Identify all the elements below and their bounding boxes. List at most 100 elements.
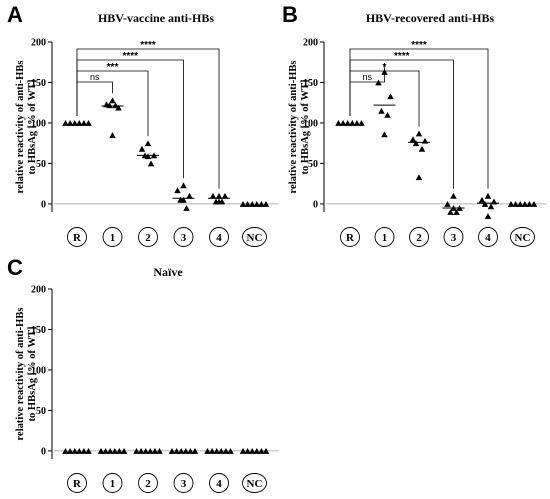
data-point (353, 120, 361, 126)
data-point (526, 200, 533, 207)
category-label-3: 3 (181, 232, 187, 244)
category-label-1: 1 (382, 232, 388, 244)
significance-bracket (76, 70, 149, 137)
data-point (183, 205, 190, 211)
panel-title: Naïve (153, 265, 183, 279)
data-point (415, 130, 423, 137)
category-circle (102, 473, 123, 493)
significance-label: ns (362, 72, 372, 82)
significance-label: **** (394, 51, 410, 62)
data-point (453, 209, 460, 215)
data-point (215, 198, 223, 205)
panel-c: C Naïve relative reactivity of anti-HBsto … (7, 255, 279, 493)
data-point (222, 447, 230, 454)
y-axis-label: relative reactivity of anti-HBsto HBsAg … (288, 61, 311, 194)
data-point (450, 192, 457, 199)
data-point (156, 447, 163, 454)
y-tick-label: 200 (31, 285, 46, 296)
significance-bracket (76, 81, 113, 116)
data-point (248, 200, 256, 207)
data-point (378, 107, 385, 114)
data-point (507, 200, 515, 207)
y-axis-label-line: relative reactivity of anti-HBs (15, 61, 26, 194)
y-tick-label: 100 (31, 365, 46, 376)
category-circle (374, 227, 395, 247)
data-point (415, 174, 423, 181)
data-point (109, 97, 116, 104)
significance-bracket (349, 48, 489, 189)
data-point (412, 140, 420, 147)
category-circle (67, 473, 87, 493)
category-label-4: 4 (485, 232, 491, 244)
significance-label: * (383, 62, 387, 73)
category-circle (102, 227, 123, 247)
category-label-r: R (73, 232, 82, 244)
panel-a: A HBV-vaccine anti-HBs relative reactivity… (7, 2, 279, 247)
data-point (344, 120, 351, 126)
y-axis-label-line: relative reactivity of anti-HBs (15, 308, 26, 441)
data-point (144, 153, 152, 160)
data-point (102, 447, 109, 454)
y-tick-label: 100 (31, 118, 46, 129)
significance-bracket (76, 48, 220, 189)
panel-letter: B (282, 2, 298, 27)
data-point (339, 120, 347, 126)
y-tick-label: 200 (303, 38, 318, 49)
data-point (487, 203, 495, 210)
category-label-3: 3 (451, 232, 457, 244)
data-point (521, 200, 529, 207)
data-point (147, 160, 155, 167)
y-axis-label-line: to HBsAg [% of WT] (27, 80, 38, 175)
category-label-1: 1 (110, 478, 116, 490)
y-tick-label: 50 (36, 406, 46, 417)
category-label-r: R (73, 478, 82, 490)
y-tick-label: 150 (31, 78, 46, 89)
y-tick-label: 0 (41, 446, 46, 457)
category-label-1: 1 (110, 232, 116, 244)
data-point (76, 447, 83, 454)
y-tick-label: 150 (31, 325, 46, 336)
significance-label: ns (90, 72, 100, 82)
data-point (71, 120, 78, 126)
category-label-3: 3 (181, 478, 187, 490)
data-point (208, 447, 216, 454)
data-point (384, 111, 391, 118)
data-point (349, 120, 356, 126)
data-point (62, 120, 69, 126)
panel-letter: A (7, 2, 23, 27)
category-label-4: 4 (216, 232, 222, 244)
significance-label: *** (107, 62, 119, 73)
category-label-nc: NC (247, 232, 263, 244)
data-point (120, 447, 128, 454)
data-point (239, 200, 247, 207)
panel-letter: C (7, 255, 23, 280)
category-label-2: 2 (145, 232, 151, 244)
category-circle (138, 227, 158, 247)
data-point (213, 447, 220, 454)
category-circle (242, 473, 267, 493)
data-point (484, 213, 492, 219)
category-circle (173, 227, 194, 247)
category-label-4: 4 (216, 478, 222, 490)
category-circle (242, 227, 267, 247)
y-tick-label: 50 (36, 159, 46, 170)
data-point (116, 447, 123, 454)
panel-title: HBV-vaccine anti-HBs (98, 11, 214, 25)
y-tick-label: 0 (41, 199, 46, 210)
category-label-r: R (346, 232, 355, 244)
data-point (478, 196, 486, 203)
y-tick-label: 50 (308, 159, 318, 170)
data-point (215, 192, 223, 199)
data-point (174, 187, 181, 194)
y-tick-label: 150 (303, 78, 318, 89)
y-axis-label-line: to HBsAg [% of WT] (300, 80, 311, 175)
data-point (144, 140, 152, 147)
significance-label: **** (411, 40, 427, 51)
category-label-2: 2 (416, 232, 422, 244)
data-point (239, 447, 247, 454)
data-point (204, 447, 211, 454)
data-point (191, 447, 199, 454)
data-point (111, 447, 119, 454)
y-tick-label: 200 (31, 38, 46, 49)
